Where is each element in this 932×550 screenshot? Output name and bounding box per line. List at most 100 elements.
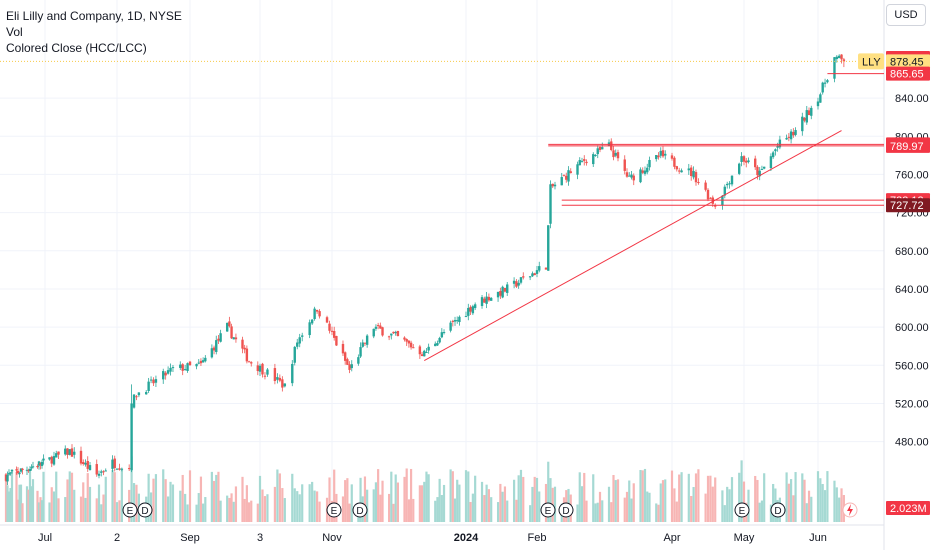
volume-bar — [835, 487, 838, 522]
volume-bar — [226, 495, 229, 522]
currency-button[interactable]: USD — [886, 4, 926, 26]
volume-bar — [379, 494, 382, 522]
candle — [343, 351, 347, 365]
candle — [88, 462, 92, 471]
candle — [438, 336, 441, 344]
volume-bar — [612, 475, 615, 522]
volume-bar — [245, 485, 248, 522]
candle — [442, 329, 446, 335]
volume-bar — [760, 500, 764, 522]
candle — [506, 281, 509, 296]
candle — [164, 371, 167, 380]
volume-bar — [366, 489, 369, 522]
candle — [100, 469, 103, 477]
volume-bar — [625, 491, 629, 522]
volume-bar — [228, 497, 231, 522]
dividend-event-icon[interactable]: D — [770, 502, 786, 518]
volume-bar — [423, 481, 426, 522]
candle — [4, 473, 8, 482]
candle — [471, 304, 475, 316]
volume-bar — [55, 471, 58, 522]
candle — [118, 463, 121, 471]
volume-bar — [15, 471, 18, 522]
volume-bar — [363, 476, 367, 522]
volume-bar — [529, 505, 532, 522]
volume-bar — [614, 480, 617, 522]
candle — [166, 366, 170, 375]
candle — [379, 322, 382, 329]
dividend-event-icon[interactable]: D — [558, 502, 574, 518]
candle — [687, 163, 690, 175]
lightning-icon[interactable] — [842, 502, 858, 518]
volume-bar — [234, 486, 238, 522]
volume-bar — [199, 476, 203, 522]
volume-bar — [6, 485, 9, 522]
candle — [66, 448, 69, 459]
candle — [547, 225, 550, 271]
candle — [661, 146, 665, 158]
volume-bar — [628, 480, 631, 522]
volume-bar — [690, 495, 693, 522]
dividend-event-icon[interactable]: D — [137, 502, 153, 518]
symbol-title[interactable]: Eli Lilly and Company, 1D, NYSE — [6, 9, 182, 23]
price-axis[interactable]: 480.00520.00560.00600.00640.00680.00720.… — [895, 93, 929, 449]
candle — [578, 157, 581, 166]
dividend-event-icon[interactable]: D — [352, 502, 368, 518]
candle — [16, 467, 20, 475]
volume-bar — [738, 472, 741, 522]
candle — [132, 394, 136, 409]
candle — [169, 363, 172, 376]
volume-bar — [607, 486, 611, 522]
earnings-event-icon[interactable]: E — [326, 502, 342, 518]
volume-bar — [648, 492, 651, 522]
candle — [632, 173, 635, 186]
candle — [154, 375, 158, 387]
candle — [762, 166, 766, 170]
volume-bar — [721, 490, 724, 522]
earnings-event-icon[interactable]: E — [734, 502, 750, 518]
volume-indicator-label[interactable]: Vol — [6, 25, 23, 39]
candle — [234, 333, 238, 343]
candle — [113, 455, 116, 472]
volume-bar — [639, 470, 642, 522]
candle — [308, 319, 311, 339]
volume-bar — [40, 500, 44, 522]
volume-bar — [630, 498, 633, 522]
volume-bar — [506, 500, 509, 522]
candle — [657, 152, 660, 160]
candle — [162, 368, 165, 384]
earnings-event-icon[interactable]: E — [540, 502, 556, 518]
candle — [115, 468, 119, 470]
candle — [135, 394, 138, 401]
candle — [594, 154, 597, 157]
volume-bar — [490, 497, 493, 522]
candle — [186, 362, 189, 373]
volume-bar — [632, 483, 635, 522]
volume-bar — [204, 497, 207, 522]
volume-bar — [442, 484, 446, 522]
earnings-event-icon[interactable]: E — [122, 502, 138, 518]
trendline[interactable] — [424, 130, 842, 361]
candle — [576, 161, 579, 180]
volume-bar — [184, 493, 187, 522]
volume-bar — [538, 491, 541, 522]
candle — [538, 261, 541, 273]
candle — [407, 339, 411, 348]
symbol-tag[interactable]: LLY — [858, 53, 884, 70]
candle — [73, 447, 76, 459]
candle — [212, 345, 216, 355]
volume-bar — [318, 501, 321, 522]
candle — [483, 296, 486, 303]
volume-bar — [230, 493, 233, 522]
volume-bar — [243, 498, 246, 522]
candle — [742, 155, 746, 166]
volume-bar — [547, 461, 550, 522]
volume-bar — [519, 469, 523, 522]
candle — [758, 167, 761, 181]
volume-bar — [258, 475, 262, 522]
volume-bar — [819, 478, 822, 522]
volume-bar — [179, 490, 182, 522]
svg-text:D: D — [562, 506, 569, 517]
colored-close-indicator-label[interactable]: Colored Close (HCC/LCC) — [6, 41, 147, 55]
